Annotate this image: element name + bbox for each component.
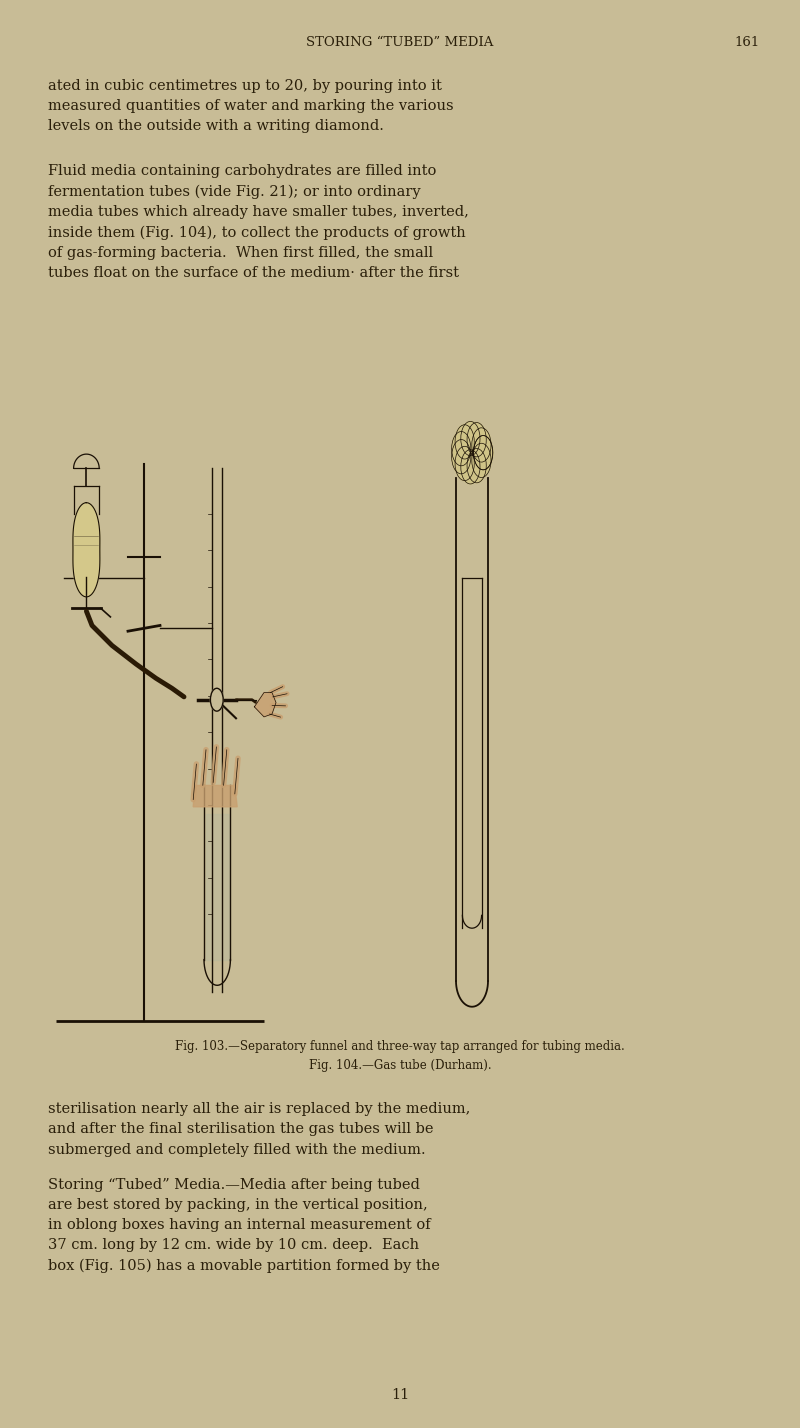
Polygon shape bbox=[206, 814, 229, 960]
Text: Fig. 103.—Separatory funnel and three-way tap arranged for tubing media.
Fig. 10: Fig. 103.—Separatory funnel and three-wa… bbox=[175, 1040, 625, 1071]
Text: sterilisation nearly all the air is replaced by the medium,
and after the final : sterilisation nearly all the air is repl… bbox=[48, 1102, 470, 1157]
Text: 161: 161 bbox=[734, 36, 760, 49]
Circle shape bbox=[210, 688, 223, 711]
Circle shape bbox=[455, 424, 474, 458]
Text: STORING “TUBED” MEDIA: STORING “TUBED” MEDIA bbox=[306, 36, 494, 49]
Circle shape bbox=[461, 450, 480, 484]
Polygon shape bbox=[73, 503, 100, 597]
Circle shape bbox=[452, 440, 471, 474]
Circle shape bbox=[474, 436, 493, 470]
Circle shape bbox=[467, 423, 486, 457]
Circle shape bbox=[474, 436, 493, 470]
Circle shape bbox=[455, 447, 474, 481]
Polygon shape bbox=[193, 785, 237, 807]
Text: ated in cubic centimetres up to 20, by pouring into it
measured quantities of wa: ated in cubic centimetres up to 20, by p… bbox=[48, 79, 454, 133]
Text: Storing “Tubed” Media.—Media after being tubed
are best stored by packing, in th: Storing “Tubed” Media.—Media after being… bbox=[48, 1178, 440, 1272]
Circle shape bbox=[472, 443, 491, 477]
Circle shape bbox=[472, 428, 491, 463]
Circle shape bbox=[467, 448, 486, 483]
Circle shape bbox=[461, 421, 480, 456]
Text: Fluid media containing carbohydrates are filled into
fermentation tubes (vide Fi: Fluid media containing carbohydrates are… bbox=[48, 164, 469, 280]
Polygon shape bbox=[254, 693, 276, 717]
Circle shape bbox=[452, 431, 471, 466]
Text: 11: 11 bbox=[391, 1388, 409, 1402]
